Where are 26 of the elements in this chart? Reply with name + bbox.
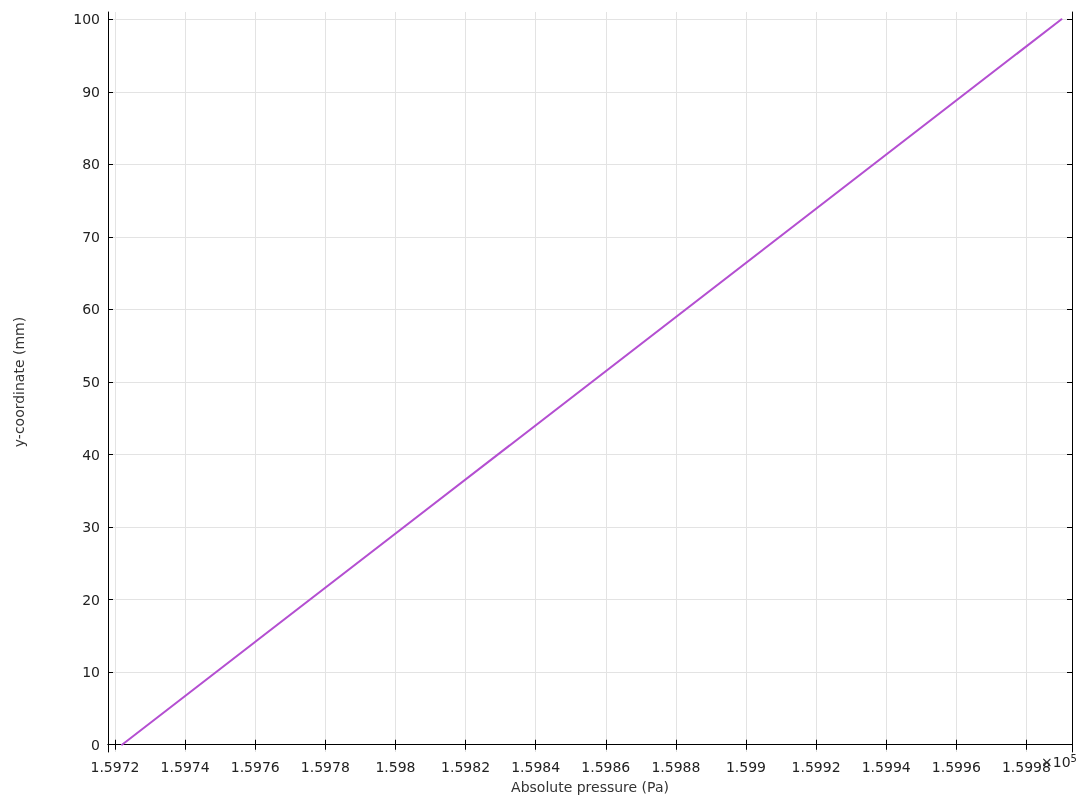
- x-tick-label: 1.5978: [300, 759, 350, 775]
- x-axis-title: Absolute pressure (Pa): [511, 779, 669, 795]
- x-tick-label: 1.5982: [441, 759, 491, 775]
- y-tick-label: 20: [82, 591, 100, 608]
- y-tick-label: 80: [82, 156, 100, 173]
- x-tick-label: 1.5996: [931, 759, 981, 775]
- x-tick-label: 1.598: [375, 759, 416, 775]
- y-tick-label: 60: [82, 301, 100, 318]
- y-tick-label: 30: [82, 519, 100, 536]
- y-axis-title: y-coordinate (mm): [11, 316, 27, 448]
- y-tick-label: 100: [73, 11, 100, 28]
- x-tick-label: 1.5986: [581, 759, 631, 775]
- x-tick-label: 1.5974: [160, 759, 210, 775]
- y-tick-label: 50: [82, 374, 100, 390]
- y-tick-label: 90: [82, 83, 100, 100]
- x-tick-label: 1.5988: [651, 759, 701, 775]
- x-tick-label: 1.5976: [230, 759, 280, 775]
- x-tick-label: 1.599: [725, 759, 767, 775]
- y-tick-label: 0: [91, 736, 100, 753]
- x-tick-label: 1.5984: [511, 759, 561, 775]
- x-tick-label: 1.5972: [90, 759, 140, 775]
- y-tick-label: 40: [82, 446, 100, 463]
- y-tick-label: 10: [82, 664, 100, 681]
- x-tick-label: 1.5994: [861, 759, 911, 775]
- x-tick-label: 1.5992: [791, 759, 841, 775]
- y-tick-label: 70: [82, 228, 100, 245]
